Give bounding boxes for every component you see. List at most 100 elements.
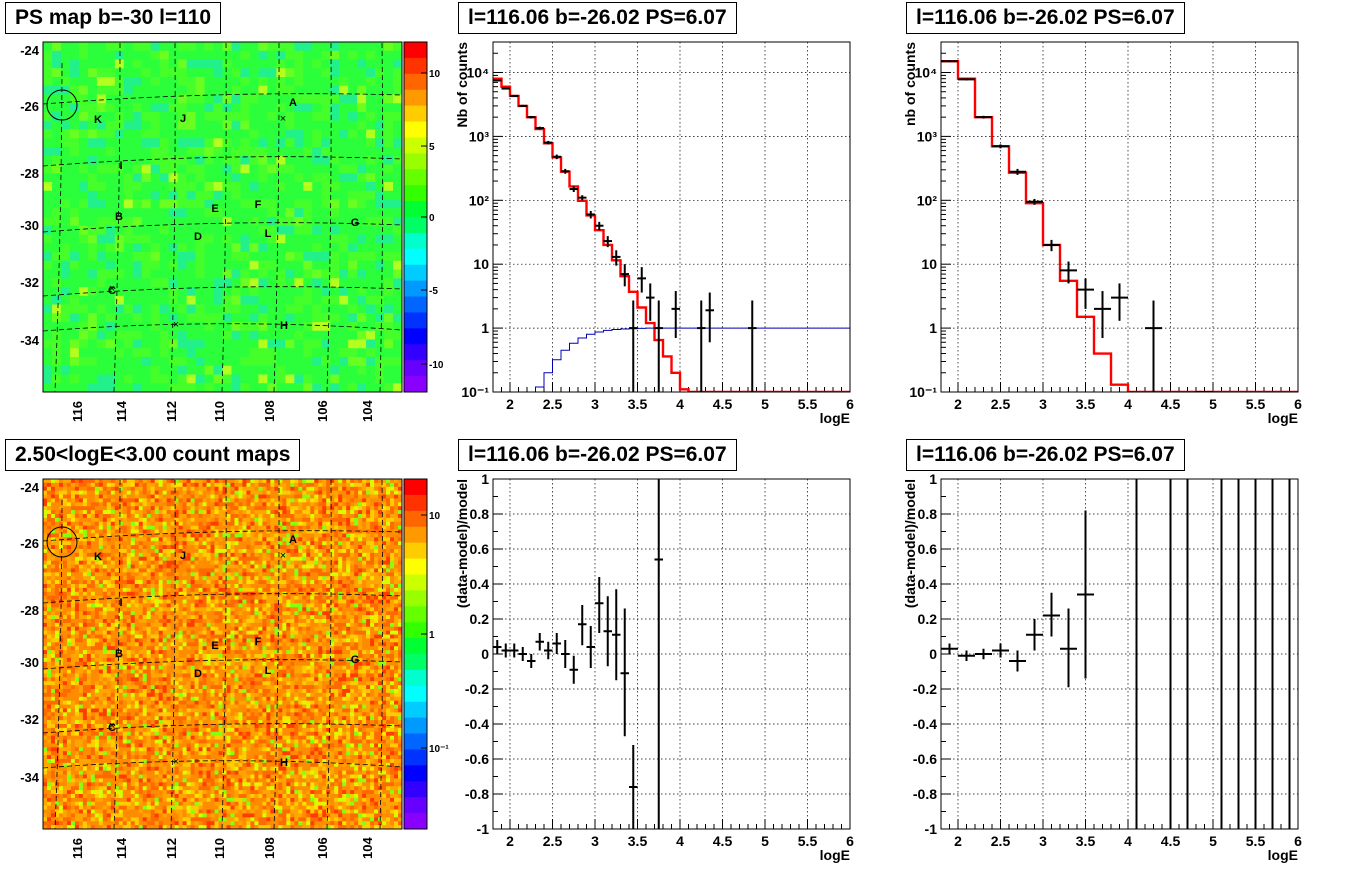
map-cell — [138, 545, 144, 550]
map-cell — [146, 502, 152, 507]
map-cell — [366, 529, 371, 534]
map-cell — [159, 278, 170, 288]
map-cell — [43, 560, 48, 565]
map-cell — [314, 560, 319, 565]
map-cell — [370, 549, 375, 554]
map-cell — [342, 494, 347, 499]
map-y-tick-label: -26 — [20, 99, 39, 114]
map-cell — [394, 506, 399, 511]
map-cell — [194, 525, 199, 530]
map-cell — [358, 607, 363, 612]
map-cell — [110, 615, 116, 620]
map-cell — [222, 479, 227, 484]
map-cell — [334, 580, 339, 585]
map-cell — [213, 348, 223, 358]
map-cell — [132, 313, 143, 323]
map-cell — [258, 68, 268, 78]
map-cell — [338, 537, 343, 542]
map-cell — [70, 545, 76, 550]
map-cell — [150, 607, 156, 612]
map-cell — [218, 607, 223, 612]
map-cell — [276, 357, 286, 367]
map-cell — [70, 494, 76, 499]
map-cell — [146, 615, 152, 620]
map-cell — [393, 77, 403, 87]
map-cell — [66, 517, 72, 523]
map-cell — [182, 603, 187, 608]
map-cell — [141, 94, 152, 104]
map-cell — [222, 85, 232, 95]
map-cell — [357, 287, 367, 297]
map-cell — [330, 199, 340, 209]
map-cell — [274, 587, 279, 593]
map-cell — [166, 576, 172, 581]
map-cell — [346, 564, 351, 569]
map-cell — [370, 494, 375, 499]
map-cell — [330, 77, 340, 87]
map-cell — [62, 595, 68, 600]
map-cell — [134, 599, 140, 604]
map-cell — [330, 190, 340, 200]
map-cell — [366, 173, 376, 183]
map-cell — [222, 260, 232, 270]
map-cell — [362, 611, 367, 616]
map-cell — [222, 269, 232, 279]
map-cell — [362, 599, 367, 604]
map-cell — [278, 552, 283, 558]
map-cell — [242, 529, 247, 534]
map-cell — [374, 552, 379, 558]
map-cell — [230, 572, 235, 577]
map-cell — [186, 374, 196, 384]
map-cell — [70, 498, 76, 503]
map-cell — [231, 322, 241, 332]
map-cell — [398, 595, 403, 600]
map-cell — [278, 611, 283, 616]
map-cell — [194, 572, 199, 577]
map-cell — [310, 490, 315, 495]
map-cell — [122, 615, 128, 620]
map-cell — [114, 50, 125, 60]
map-cell — [348, 103, 358, 113]
map-cell — [51, 59, 62, 69]
map-cell — [150, 42, 161, 52]
map-cell — [168, 234, 179, 244]
map-cell — [43, 155, 53, 165]
map-cell — [258, 190, 268, 200]
map-cell — [159, 365, 170, 375]
map-cell — [254, 502, 259, 507]
map-cell — [346, 560, 351, 565]
map-cell — [206, 564, 211, 569]
map-cell — [318, 603, 323, 608]
map-cell — [195, 348, 205, 358]
map-cell — [195, 374, 205, 384]
map-cell — [210, 545, 215, 550]
map-cell — [386, 514, 391, 519]
map-cell — [339, 120, 349, 130]
map-cell — [86, 619, 92, 624]
map-cell — [231, 225, 241, 235]
map-cell — [321, 129, 331, 139]
map-cell — [274, 514, 279, 519]
map-cell — [282, 599, 287, 604]
map-cell — [114, 243, 125, 253]
map-cell — [306, 517, 311, 523]
map-cell — [178, 533, 184, 538]
map-cell — [357, 138, 367, 148]
map-cell — [190, 521, 195, 527]
map-cell — [210, 591, 215, 597]
map-cell — [138, 533, 144, 538]
map-cell — [105, 147, 116, 157]
map-cell — [270, 572, 275, 577]
map-cell — [50, 502, 56, 507]
map-cell — [43, 59, 53, 69]
map-cell — [250, 517, 255, 523]
map-cell — [278, 580, 283, 585]
map-cell — [62, 479, 68, 484]
map-cell — [114, 568, 120, 573]
map-cell — [218, 572, 223, 577]
map-cell — [382, 591, 387, 597]
map-cell — [150, 556, 156, 562]
map-cell — [51, 374, 62, 384]
map-cell — [326, 568, 331, 573]
map-cell — [118, 564, 124, 569]
